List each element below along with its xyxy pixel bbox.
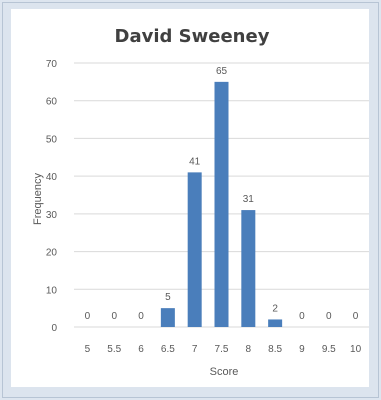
y-axis-label: Frequency	[32, 173, 44, 225]
y-tick-label: 40	[46, 172, 58, 183]
bar	[214, 81, 229, 327]
chart-title: David Sweeney	[115, 26, 270, 47]
data-label: 0	[326, 311, 332, 322]
bar	[187, 172, 202, 327]
x-tick-label: 5.5	[107, 344, 121, 355]
x-tick-label: 8	[246, 344, 252, 355]
bar	[241, 210, 256, 327]
x-tick-label: 6	[138, 344, 144, 355]
data-label: 0	[138, 311, 144, 322]
chart-area: David Sweeney 0 10 20 30 40 50 60 70 0 0 0 5 41 65 31…	[11, 9, 369, 387]
x-tick-label: 7	[192, 344, 198, 355]
x-axis-ticks: 5 5.5 6 6.5 7 7.5 8 8.5 9 9.5 10	[85, 344, 362, 355]
y-tick-label: 50	[46, 134, 58, 145]
chart-frame: David Sweeney 0 10 20 30 40 50 60 70 0 0 0 5 41 65 31…	[2, 2, 379, 398]
y-axis-ticks: 0 10 20 30 40 50 60 70	[46, 59, 58, 334]
x-tick-label: 5	[85, 344, 91, 355]
y-tick-label: 20	[46, 248, 58, 259]
data-label: 5	[165, 292, 171, 303]
x-tick-label: 10	[350, 344, 362, 355]
x-axis-label: Score	[210, 366, 239, 378]
bar	[268, 319, 283, 327]
y-tick-label: 30	[46, 210, 58, 221]
data-labels: 0 0 0 5 41 65 31 2 0 0 0	[85, 66, 359, 322]
data-label: 31	[243, 194, 255, 205]
x-tick-label: 9	[299, 344, 305, 355]
data-label: 0	[299, 311, 305, 322]
bars	[160, 81, 283, 327]
data-label: 41	[189, 156, 201, 167]
x-tick-label: 9.5	[322, 344, 336, 355]
y-tick-label: 10	[46, 285, 58, 296]
data-label: 0	[85, 311, 91, 322]
bar	[160, 308, 175, 327]
data-label: 65	[216, 66, 228, 77]
x-tick-label: 8.5	[268, 344, 282, 355]
y-tick-label: 0	[51, 323, 57, 334]
data-label: 0	[111, 311, 117, 322]
x-tick-label: 6.5	[161, 344, 175, 355]
data-label: 2	[272, 303, 278, 314]
data-label: 0	[353, 311, 359, 322]
y-tick-label: 60	[46, 97, 58, 108]
y-tick-label: 70	[46, 59, 58, 70]
x-tick-label: 7.5	[215, 344, 229, 355]
